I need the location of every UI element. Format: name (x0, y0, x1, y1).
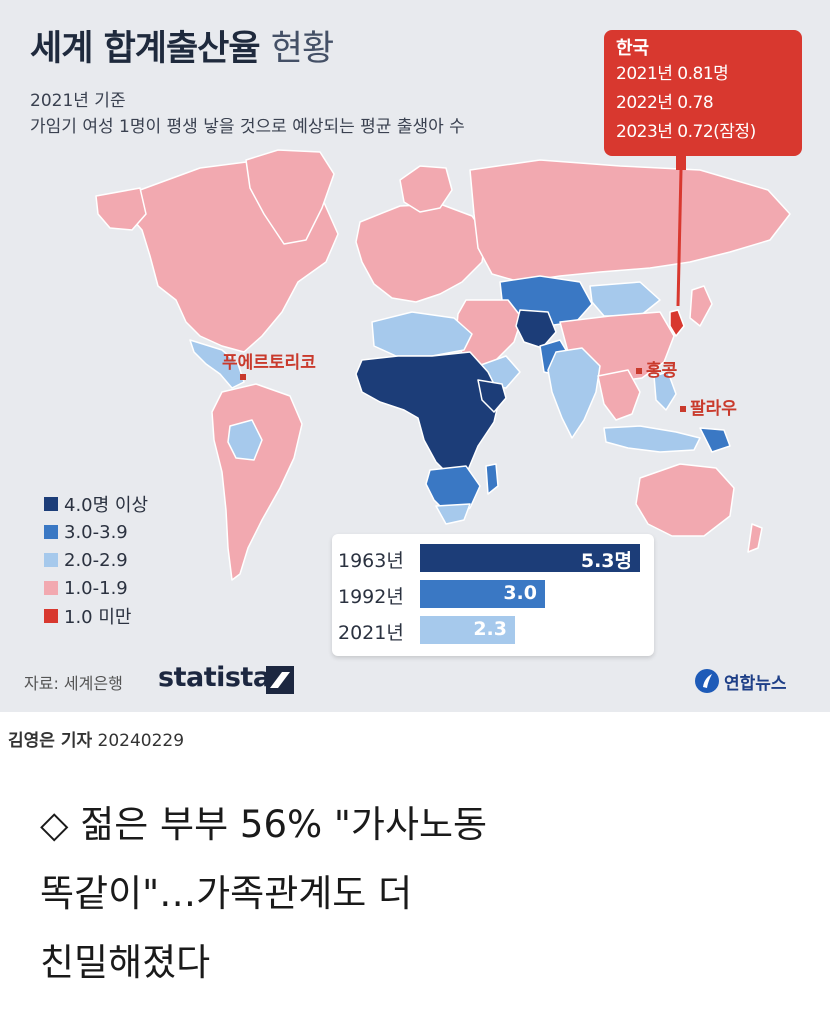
callout-line: 2021년 0.81명 (616, 64, 729, 84)
bar-row: 1992년 3.0 (332, 580, 654, 608)
map-papua (699, 427, 731, 453)
fertility-bar-chart: 1963년 5.3명 1992년 3.0 2021년 2.3 (332, 534, 654, 656)
callout-pointer-line (676, 169, 683, 307)
map-label-palau: 팔라우 (680, 394, 737, 419)
bar: 5.3명 (420, 544, 640, 572)
bar: 3.0 (420, 580, 545, 608)
headline-line: ◇ 젊은 부부 56% "가사노동 (40, 803, 488, 846)
map-southeast-asia (597, 369, 641, 421)
bar: 2.3 (420, 616, 515, 644)
map-label-hong-kong: 홍콩 (636, 356, 677, 381)
callout-country: 한국 (616, 38, 650, 59)
bar-year-label: 1963년 (338, 550, 404, 572)
map-australia (635, 463, 735, 537)
callout-stem (676, 156, 686, 170)
source-label: 자료: 세계은행 (24, 674, 123, 693)
legend-swatch (44, 525, 58, 539)
yonhap-logo-icon (695, 669, 719, 693)
map-japan (689, 285, 713, 327)
map-india (547, 347, 601, 439)
article-headline[interactable]: ◇ 젊은 부부 56% "가사노동 똑같이"…가족관계도 더 친밀해졌다 (40, 790, 800, 997)
map-greenland (245, 149, 335, 245)
bar-row: 2021년 2.3 (332, 616, 654, 644)
legend-swatch (44, 581, 58, 595)
byline: 김영은 기자 20240229 (8, 726, 184, 751)
headline-line: 친밀해졌다 (40, 941, 211, 984)
map-alaska (95, 187, 147, 231)
map-north-africa (371, 311, 473, 357)
map-bolivia-paraguay (227, 419, 263, 461)
map-marker-puerto-rico (240, 374, 246, 380)
map-indonesia (603, 425, 701, 453)
reporter-name: 김영은 기자 (8, 731, 93, 751)
legend-item: 3.0-3.9 (44, 518, 148, 546)
map-russia (469, 159, 791, 283)
map-europe (355, 203, 487, 303)
bar-value-label: 3.0 (503, 582, 537, 604)
infographic-subtitle-year: 2021년 기준 (30, 91, 126, 111)
legend-item: 4.0명 이상 (44, 490, 148, 518)
legend-swatch (44, 609, 58, 623)
infographic-title: 세계 합계출산율 현황 (30, 29, 334, 69)
statista-logo: statista (158, 662, 271, 693)
map-scandinavia (399, 165, 453, 213)
yonhap-logo: 연합뉴스 (694, 666, 787, 696)
infographic-subtitle-desc: 가임기 여성 1명이 평생 낳을 것으로 예상되는 평균 출생아 수 (30, 117, 465, 137)
bar-value-label: 2.3 (473, 618, 507, 640)
map-legend: 4.0명 이상 3.0-3.9 2.0-2.9 1.0-1.9 1.0 미만 (44, 490, 148, 630)
map-sub-saharan-africa (355, 351, 501, 479)
bar-year-label: 2021년 (338, 622, 404, 644)
map-south-america (211, 383, 303, 581)
byline-date: 20240229 (97, 731, 185, 751)
world-map (95, 149, 791, 581)
statista-logo-icon (266, 666, 294, 694)
legend-item: 1.0 미만 (44, 602, 148, 630)
bar-value-label: 5.3명 (580, 550, 632, 572)
map-philippines (653, 371, 677, 411)
map-madagascar (485, 463, 499, 495)
legend-swatch (44, 497, 58, 511)
legend-swatch (44, 553, 58, 567)
legend-item: 1.0-1.9 (44, 574, 148, 602)
map-new-zealand (747, 523, 763, 553)
map-central-america (189, 339, 245, 389)
callout-line: 2022년 0.78 (616, 93, 714, 113)
callout-line: 2023년 0.72(잠정) (616, 122, 756, 142)
map-label-puerto-rico: 푸에르토리코 (222, 353, 316, 373)
fertility-infographic: 세계 합계출산율 현황 2021년 기준 가임기 여성 1명이 평생 낳을 것으… (0, 0, 830, 712)
map-south-africa (435, 503, 471, 525)
headline-line: 똑같이"…가족관계도 더 (40, 872, 413, 915)
bar-year-label: 1992년 (338, 586, 404, 608)
bar-row: 1963년 5.3명 (332, 544, 654, 572)
legend-item: 2.0-2.9 (44, 546, 148, 574)
korea-callout: 한국 2021년 0.81명 2022년 0.78 2023년 0.72(잠정) (604, 30, 802, 156)
map-mongolia (589, 281, 661, 317)
map-horn-of-africa (477, 379, 507, 413)
map-korea (669, 309, 685, 337)
